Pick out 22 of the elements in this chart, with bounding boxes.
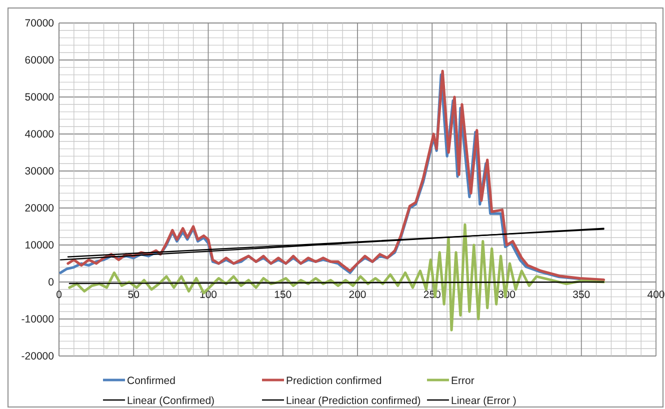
x-tick-label: 400 xyxy=(647,289,665,301)
x-tick-label: 50 xyxy=(128,289,140,301)
x-tick-label: 0 xyxy=(56,289,62,301)
x-tick-label: 150 xyxy=(274,289,292,301)
y-tick-label: 60000 xyxy=(24,54,54,67)
y-tick-label: 0 xyxy=(48,276,54,289)
y-tick-label: 40000 xyxy=(24,128,54,141)
legend-label: Confirmed xyxy=(127,375,176,387)
x-tick-label: 350 xyxy=(572,289,590,301)
legend-label: Linear (Error ) xyxy=(451,395,516,407)
y-tick-label: -10000 xyxy=(21,314,54,326)
y-tick-label: -20000 xyxy=(21,350,54,363)
legend-label: Linear (Prediction confirmed) xyxy=(286,395,421,407)
y-tick-label: 10000 xyxy=(24,240,54,252)
legend-label: Prediction confirmed xyxy=(286,375,382,387)
legend-label: Error xyxy=(451,375,475,387)
x-tick-label: 200 xyxy=(348,289,366,301)
y-tick-label: 70000 xyxy=(24,18,54,30)
legend-label: Linear (Confirmed) xyxy=(127,395,215,407)
y-tick-label: 30000 xyxy=(24,166,54,178)
y-tick-label: 20000 xyxy=(24,202,54,215)
y-tick-label: 50000 xyxy=(24,92,54,104)
